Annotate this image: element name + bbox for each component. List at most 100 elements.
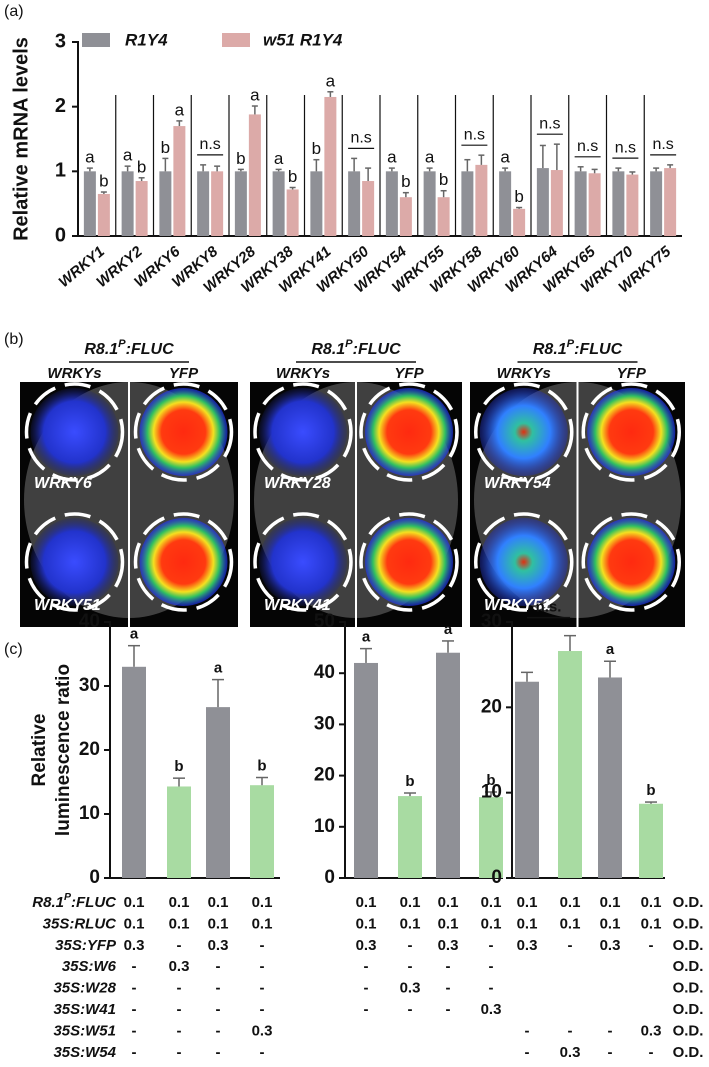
table-cell: 0.1	[641, 915, 662, 932]
error-bar	[577, 166, 584, 172]
bar	[234, 171, 247, 236]
y-tick-label: 30	[79, 675, 100, 696]
image-header: R8.1P:FLUC	[311, 338, 401, 358]
image-header-part: R8.1	[533, 341, 567, 358]
table-cell: -	[408, 958, 413, 975]
table-cell: 0.1	[560, 894, 581, 911]
error-bar	[124, 165, 131, 172]
bar	[598, 677, 622, 878]
table-cell: 0.3	[124, 937, 145, 954]
significance-letter: b	[514, 187, 523, 206]
significance-letter: a	[175, 100, 185, 119]
error-bar	[426, 167, 433, 172]
y-tick-label: 0	[324, 867, 335, 888]
table-cell: -	[260, 980, 265, 997]
image-label: WRKY6	[34, 475, 92, 492]
table-cell: -	[568, 937, 573, 954]
bar	[324, 96, 337, 236]
infiltration-ring	[24, 382, 125, 482]
bar	[479, 797, 503, 878]
y-tick-label: 10	[79, 803, 100, 824]
luminescence	[479, 388, 568, 476]
error-bar	[351, 157, 358, 172]
table-cell: 0.1	[560, 915, 581, 932]
y-tick-label: 10	[481, 782, 502, 803]
error-bar	[564, 634, 576, 652]
table-cell: -	[649, 1044, 654, 1061]
table-cell: -	[216, 1044, 221, 1061]
table-cell: 0.3	[438, 937, 459, 954]
bar	[499, 171, 512, 236]
y-tick-label: 20	[79, 739, 100, 760]
luminescence	[587, 518, 676, 606]
ns-label: n.s	[615, 139, 636, 156]
error-bar	[539, 144, 546, 169]
y-tick-label: 0	[55, 224, 66, 246]
bar	[122, 666, 146, 878]
error-bar	[485, 791, 497, 798]
y-tick-label: 40	[314, 662, 335, 683]
significance-letter: b	[161, 138, 170, 157]
table-cell: -	[260, 1044, 265, 1061]
table-cell: 0.1	[169, 915, 190, 932]
error-bar	[464, 158, 471, 172]
image-label: WRKY41	[264, 597, 331, 614]
bar	[197, 171, 210, 236]
infiltration-ring	[253, 382, 353, 482]
significance-letter: a	[85, 148, 95, 167]
error-bar	[289, 186, 296, 190]
table-cell: 0.1	[400, 894, 421, 911]
table-cell: 0.3	[400, 980, 421, 997]
table-cell: -	[364, 1001, 369, 1018]
y-tick-label: 2	[55, 95, 66, 117]
bar	[536, 168, 549, 236]
infiltration-ring	[24, 512, 125, 612]
bar	[461, 171, 474, 236]
error-bar	[604, 660, 616, 678]
bar	[612, 171, 625, 236]
y-tick-label: 10	[314, 816, 335, 837]
y-tick-label: 40	[79, 611, 100, 632]
table-cell: -	[216, 958, 221, 975]
luminescence	[365, 388, 453, 476]
significance-letter: a	[250, 86, 260, 105]
table-cell: -	[525, 1044, 530, 1061]
significance-letter: b	[257, 757, 266, 774]
table-cell: -	[489, 958, 494, 975]
image-label: WRKY54	[484, 475, 551, 492]
table-cell: -	[177, 1001, 182, 1018]
table-cell: -	[446, 958, 451, 975]
error-bar	[173, 777, 185, 787]
bar	[399, 197, 412, 236]
luminescence	[259, 518, 347, 606]
infiltration-ring	[581, 512, 681, 612]
y-tick-label: 30	[481, 611, 502, 632]
table-cell: -	[568, 1022, 573, 1039]
row-label: 35S:RLUC	[43, 915, 118, 932]
significance-letter: a	[425, 148, 435, 167]
table-cell: -	[216, 1022, 221, 1039]
table-cell: 0.1	[600, 894, 621, 911]
error-bar	[251, 105, 258, 115]
legend-label: w51 R1Y4	[263, 30, 343, 49]
image-header: R8.1P:FLUC	[84, 338, 174, 358]
bar	[135, 181, 148, 236]
table-cell: -	[216, 980, 221, 997]
table-cell: 0.3	[252, 1022, 273, 1039]
infiltration-ring	[133, 512, 234, 612]
y-tick-label: 0	[491, 867, 502, 888]
image-header: R8.1P:FLUC	[533, 338, 623, 358]
bar	[398, 796, 422, 878]
luminescence	[139, 518, 228, 606]
table-cell: 0.1	[208, 915, 229, 932]
significance-letter: b	[401, 172, 410, 191]
bar	[362, 181, 375, 236]
significance-letter: a	[606, 641, 615, 658]
ns-label: n.s	[539, 115, 560, 132]
table-cell: -	[260, 937, 265, 954]
panel-label: (c)	[4, 641, 23, 658]
bar	[286, 189, 299, 236]
bar	[550, 170, 563, 236]
y-tick-label: 1	[55, 160, 66, 182]
y-tick-label: 3	[55, 30, 66, 52]
